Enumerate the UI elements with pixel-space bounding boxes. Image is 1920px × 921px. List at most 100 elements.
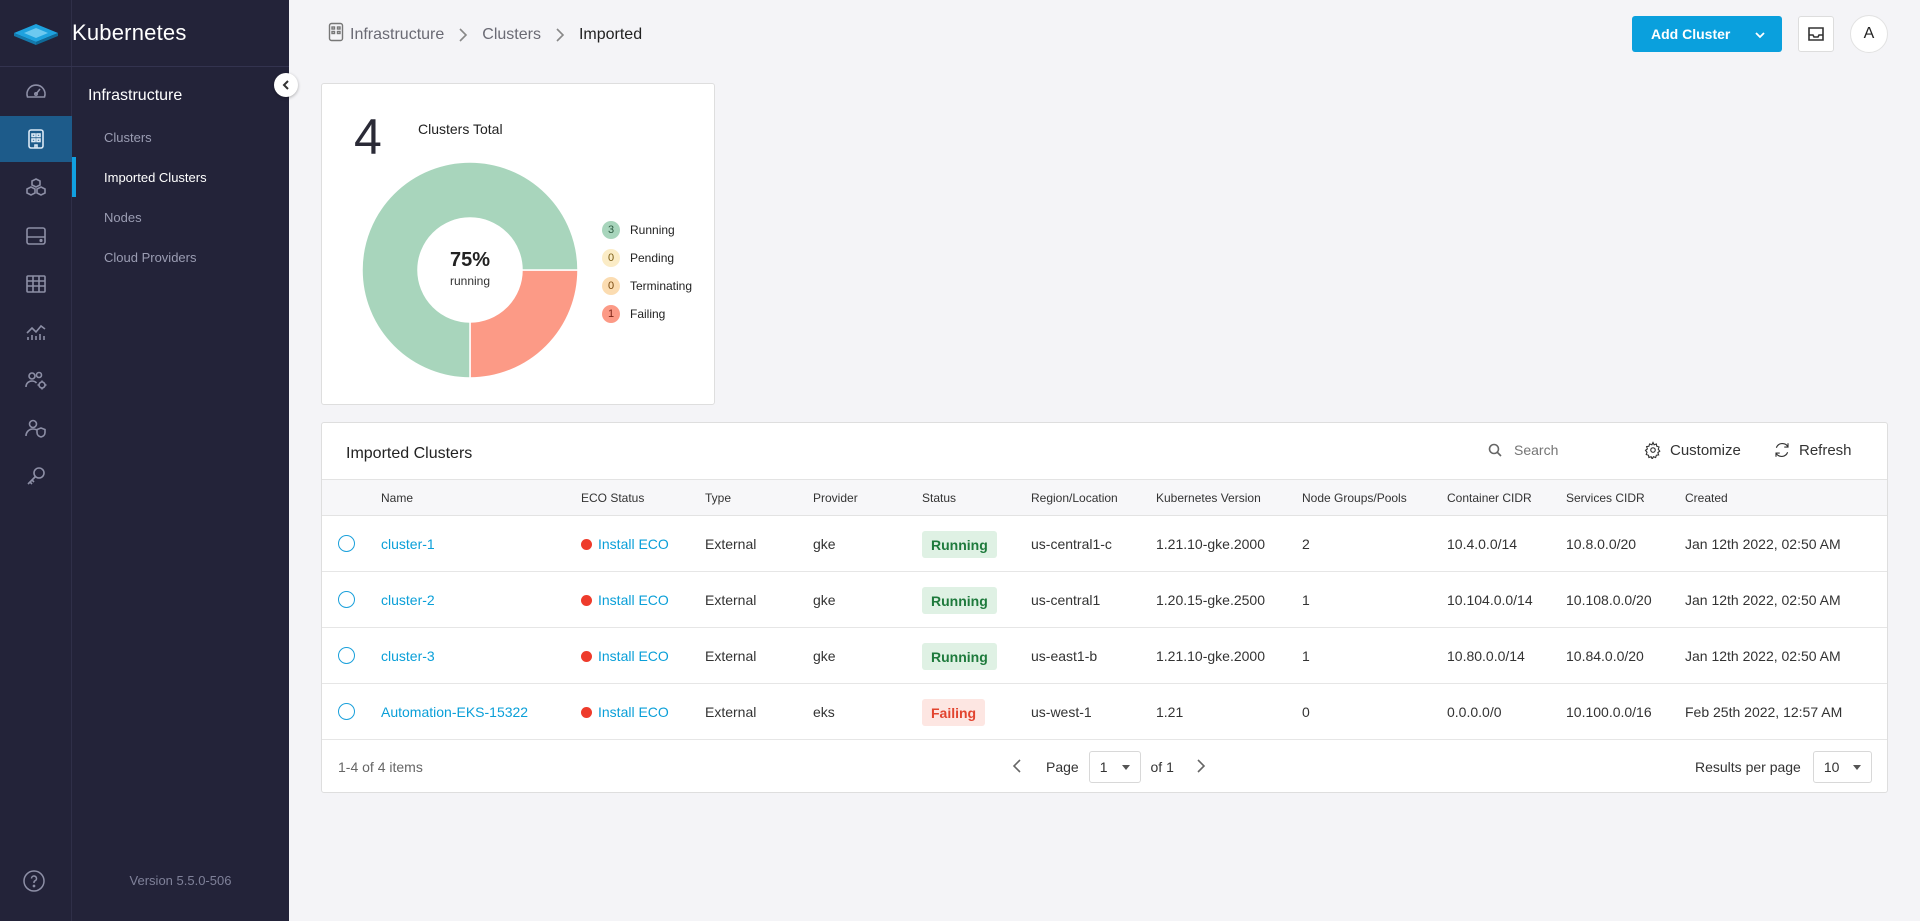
- eco-status[interactable]: Install ECO: [581, 704, 669, 720]
- legend-item-failing: 1 Failing: [602, 300, 692, 328]
- cluster-name-link[interactable]: cluster-2: [381, 592, 435, 608]
- node-groups-count: 1: [1302, 648, 1310, 664]
- breadcrumb-clusters[interactable]: Clusters: [482, 25, 541, 43]
- search-input[interactable]: [1514, 442, 1624, 458]
- cluster-name-link[interactable]: Automation-EKS-15322: [381, 704, 529, 720]
- table-row[interactable]: cluster-1 Install ECO External gke Runni…: [322, 516, 1887, 572]
- eco-status[interactable]: Install ECO: [581, 648, 669, 664]
- sidebar-item-nodes[interactable]: Nodes: [104, 209, 142, 225]
- legend-badge: 0: [602, 249, 620, 267]
- sidebar-item-cloud-providers[interactable]: Cloud Providers: [104, 249, 197, 265]
- rail-users-settings[interactable]: [0, 357, 72, 403]
- prev-page-button[interactable]: [1012, 758, 1022, 776]
- legend-item-running: 3 Running: [602, 216, 692, 244]
- cluster-provider: eks: [813, 704, 835, 720]
- row-select-radio[interactable]: [338, 591, 355, 608]
- sidebar-item-clusters[interactable]: Clusters: [104, 129, 152, 145]
- rail-infrastructure[interactable]: [0, 116, 72, 162]
- next-page-button[interactable]: [1196, 758, 1206, 776]
- cluster-region: us-east1-b: [1031, 648, 1098, 664]
- column-header-region[interactable]: Region/Location: [1031, 491, 1118, 505]
- cluster-region: us-central1-c: [1031, 536, 1112, 552]
- legend-label: Pending: [630, 251, 675, 265]
- rail-storage[interactable]: [0, 213, 72, 259]
- results-per-page-value: 10: [1823, 759, 1840, 775]
- eco-status[interactable]: Install ECO: [581, 592, 669, 608]
- install-eco-link[interactable]: Install ECO: [598, 704, 669, 720]
- column-header-eco-status[interactable]: ECO Status: [581, 491, 645, 505]
- clusters-status-donut: [362, 162, 578, 378]
- column-header-created[interactable]: Created: [1685, 491, 1728, 505]
- node-groups-count: 1: [1302, 592, 1310, 608]
- cluster-region: us-west-1: [1031, 704, 1092, 720]
- user-avatar[interactable]: A: [1850, 15, 1888, 53]
- column-header-container-cidr[interactable]: Container CIDR: [1447, 491, 1532, 505]
- cluster-provider: gke: [813, 648, 836, 664]
- row-select-radio[interactable]: [338, 535, 355, 552]
- page-select[interactable]: 1: [1088, 751, 1141, 783]
- legend-badge: 3: [602, 221, 620, 239]
- caret-down-icon: [1121, 764, 1130, 770]
- status-badge: Running: [922, 643, 997, 670]
- created-date: Jan 12th 2022, 02:50 AM: [1685, 648, 1841, 664]
- rail-metrics[interactable]: [0, 309, 72, 355]
- user-shield-icon: [25, 419, 46, 438]
- sidebar-item-imported-clusters[interactable]: Imported Clusters: [72, 157, 289, 197]
- cluster-type: External: [705, 592, 757, 608]
- table-row[interactable]: cluster-2 Install ECO External gke Runni…: [322, 572, 1887, 628]
- collapse-sidebar-button[interactable]: [274, 73, 298, 97]
- column-header-provider[interactable]: Provider: [813, 491, 858, 505]
- donut-slice-failing: [469, 269, 578, 378]
- help-button[interactable]: [22, 869, 50, 897]
- apps-icon: [26, 178, 46, 196]
- column-header-name[interactable]: Name: [381, 491, 414, 505]
- refresh-button[interactable]: Refresh: [1773, 441, 1852, 459]
- table-title: Imported Clusters: [346, 445, 473, 462]
- customize-button[interactable]: Customize: [1644, 441, 1741, 459]
- cluster-name-link[interactable]: cluster-3: [381, 648, 435, 664]
- results-per-page-select[interactable]: 10: [1812, 751, 1873, 783]
- legend-label: Terminating: [630, 279, 693, 293]
- row-select-radio[interactable]: [338, 647, 355, 664]
- sidebar-heading: Infrastructure: [88, 87, 183, 104]
- rail-apps[interactable]: [0, 165, 72, 211]
- add-cluster-button[interactable]: Add Cluster: [1632, 16, 1782, 52]
- table-row[interactable]: cluster-3 Install ECO External gke Runni…: [322, 628, 1887, 684]
- install-eco-link[interactable]: Install ECO: [598, 536, 669, 552]
- cluster-type: External: [705, 648, 757, 664]
- row-select-radio[interactable]: [338, 703, 355, 720]
- status-dot-icon: [581, 538, 592, 550]
- eco-status[interactable]: Install ECO: [581, 536, 669, 552]
- table-row[interactable]: Automation-EKS-15322 Install ECO Externa…: [322, 684, 1887, 740]
- column-header-node-groups[interactable]: Node Groups/Pools: [1302, 491, 1407, 505]
- running-percent: 75%: [449, 249, 491, 271]
- container-cidr: 0.0.0.0/0: [1447, 704, 1502, 720]
- rail-dashboard[interactable]: [0, 69, 72, 115]
- breadcrumb: Infrastructure Clusters Imported: [328, 22, 642, 47]
- rail-user-shield[interactable]: [0, 405, 72, 451]
- page-select-value: 1: [1099, 759, 1108, 775]
- legend-badge: 1: [602, 305, 620, 323]
- table-search[interactable]: [1488, 442, 1624, 458]
- install-eco-link[interactable]: Install ECO: [598, 592, 669, 608]
- rail-key[interactable]: [0, 453, 72, 499]
- cluster-name-link[interactable]: cluster-1: [381, 536, 435, 552]
- cluster-type: External: [705, 704, 757, 720]
- refresh-icon: [1775, 443, 1789, 457]
- chevron-down-icon[interactable]: [1754, 28, 1766, 44]
- legend-badge: 0: [602, 277, 620, 295]
- brand-title: Kubernetes: [72, 20, 187, 45]
- column-header-status[interactable]: Status: [922, 491, 957, 505]
- gear-icon: [1644, 441, 1661, 459]
- add-cluster-label: Add Cluster: [1651, 26, 1731, 42]
- notifications-button[interactable]: [1798, 16, 1834, 52]
- table-icon: [26, 275, 46, 293]
- install-eco-link[interactable]: Install ECO: [598, 648, 669, 664]
- column-header-services-cidr[interactable]: Services CIDR: [1566, 491, 1645, 505]
- breadcrumb-infrastructure[interactable]: Infrastructure: [350, 25, 445, 43]
- column-header-type[interactable]: Type: [705, 491, 732, 505]
- container-cidr: 10.80.0.0/14: [1447, 648, 1525, 664]
- column-header-kubernetes-version[interactable]: Kubernetes Version: [1156, 491, 1261, 505]
- rail-table[interactable]: [0, 261, 72, 307]
- chevron-right-icon: [555, 27, 565, 42]
